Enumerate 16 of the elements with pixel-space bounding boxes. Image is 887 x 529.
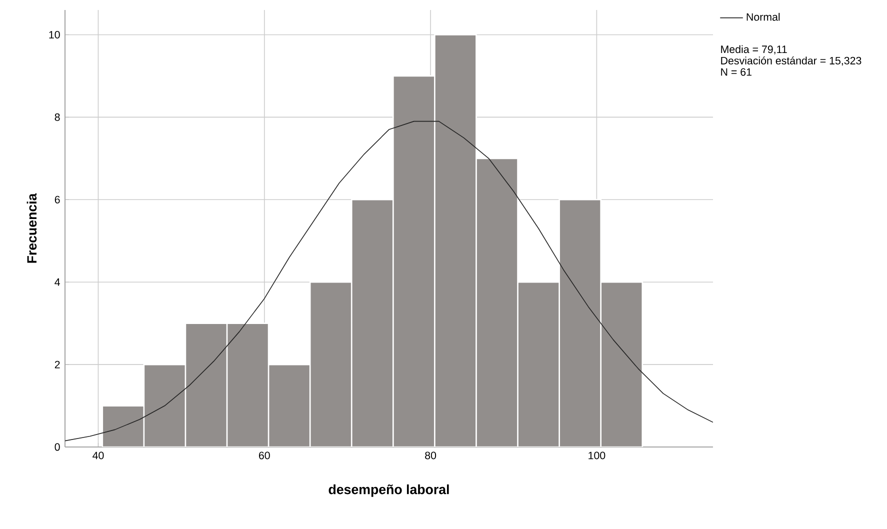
x-tick-label: 80 bbox=[425, 452, 436, 460]
x-tick-label: 40 bbox=[92, 452, 104, 460]
y-tick-label: 4 bbox=[54, 278, 60, 286]
x-tick-label: 100 bbox=[588, 452, 606, 460]
text: N = 61 bbox=[721, 68, 752, 76]
text: Desviación estándar = 15,323 bbox=[721, 56, 862, 66]
y-tick-label: 10 bbox=[49, 30, 60, 39]
legend-label: Normal bbox=[746, 12, 780, 21]
y-tick-label: 0 bbox=[54, 443, 60, 451]
y-axis-title: Frecuencia bbox=[26, 193, 37, 263]
text: Media = 79,11 bbox=[721, 45, 787, 54]
x-tick-label: 60 bbox=[259, 452, 270, 460]
x-axis-title: desempeño laboral bbox=[328, 484, 449, 497]
y-tick-label: 8 bbox=[54, 113, 60, 121]
y-tick-label: 6 bbox=[54, 196, 60, 204]
y-tick-label: 2 bbox=[54, 360, 60, 368]
